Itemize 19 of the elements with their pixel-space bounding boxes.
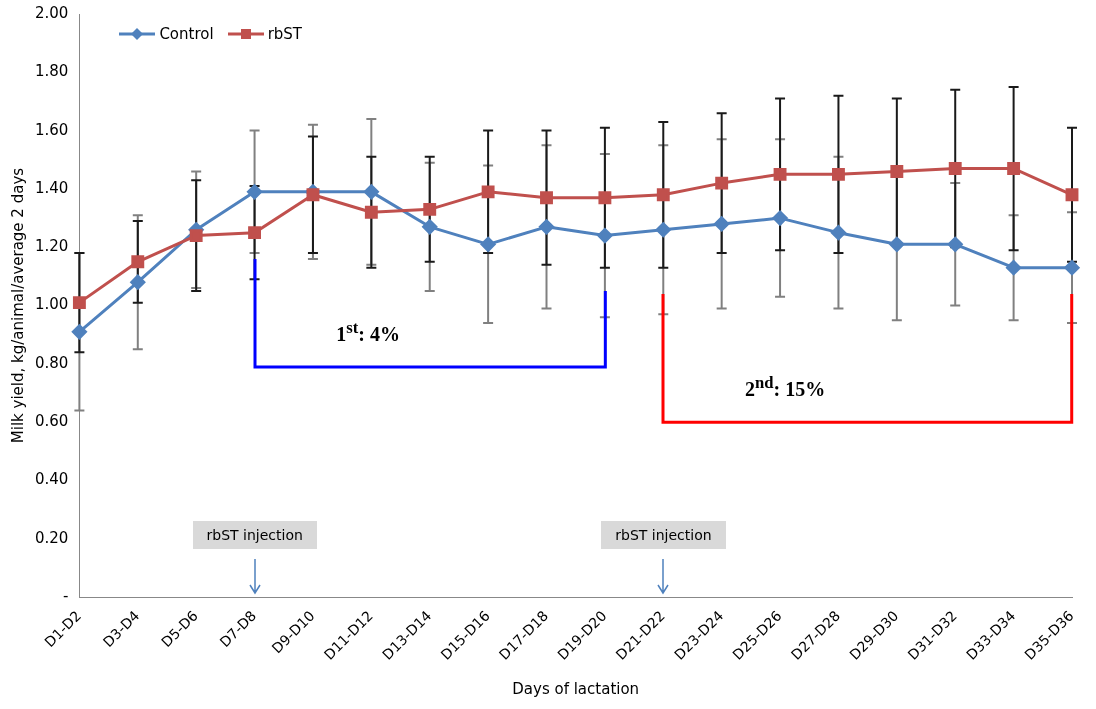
y-tick-label: 0.40 — [34, 470, 69, 489]
annotation: 1$^{st}$: 4% — [336, 317, 400, 346]
y-tick-label: 2.00 — [34, 3, 69, 22]
y-tick-label: - — [62, 587, 69, 605]
annotation: rbST injection — [192, 521, 317, 550]
annotation: rbST injection — [601, 521, 726, 550]
legend-label: rbST — [267, 25, 302, 43]
y-tick-label: 1.80 — [34, 62, 69, 81]
y-tick-label: 1.00 — [34, 295, 69, 314]
y-tick-label: 1.60 — [34, 120, 69, 139]
y-tick-label: 0.20 — [34, 528, 69, 547]
annotation: 2$^{nd}$: 15% — [745, 373, 826, 401]
y-tick-label: 1.40 — [34, 178, 69, 197]
x-axis-title: Days of lactation — [512, 679, 640, 698]
y-axis-title: Milk yield, kg/animal/average 2 days — [8, 167, 27, 444]
y-tick-label: 1.20 — [34, 237, 69, 256]
y-tick-label: 0.60 — [34, 412, 69, 431]
legend-label: Control — [159, 25, 214, 43]
y-tick-label: 0.80 — [34, 353, 69, 372]
